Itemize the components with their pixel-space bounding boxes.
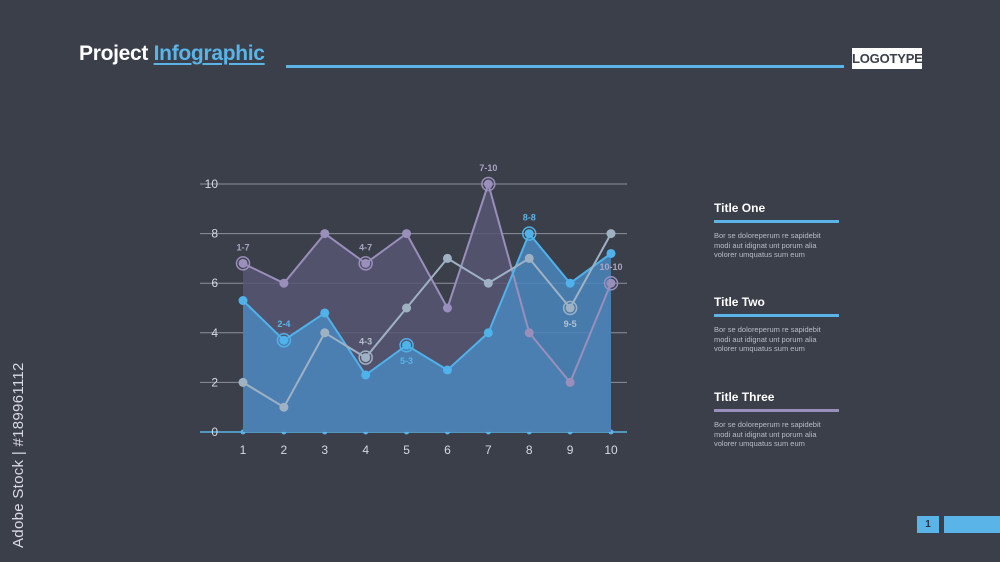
highlight-ring xyxy=(603,275,619,291)
legend-rule xyxy=(714,220,839,223)
x-tick-label: 9 xyxy=(567,443,574,457)
highlight-ring xyxy=(521,226,537,241)
title-main: Project xyxy=(79,42,149,65)
page-number: 1 xyxy=(917,516,939,533)
y-tick-label: 4 xyxy=(211,326,218,340)
data-label: 10-10 xyxy=(599,262,622,272)
data-point xyxy=(238,258,248,268)
data-point xyxy=(483,179,493,189)
series-area xyxy=(243,233,611,432)
chart-series-lines xyxy=(242,183,612,409)
highlight-ring xyxy=(235,256,251,271)
data-point xyxy=(565,278,575,288)
data-point xyxy=(361,258,371,268)
highlight-ring xyxy=(481,176,496,192)
data-point xyxy=(524,229,534,239)
chart-points xyxy=(235,176,619,412)
data-point xyxy=(606,229,616,239)
x-tick-label: 3 xyxy=(321,443,328,457)
data-point xyxy=(238,296,248,306)
data-point xyxy=(606,278,616,288)
data-label: 1-7 xyxy=(236,242,249,252)
data-point xyxy=(361,353,371,363)
legend-text: Bor se doloreperum re sapidebit modi aut… xyxy=(714,231,821,259)
data-point xyxy=(483,328,493,338)
x-tick-label: 4 xyxy=(362,443,369,457)
highlight-ring xyxy=(358,256,373,271)
x-tick-label: 8 xyxy=(526,443,533,457)
y-tick-label: 10 xyxy=(205,177,219,191)
series-line xyxy=(242,183,612,384)
x-tick-label: 2 xyxy=(281,443,288,457)
page-title: Project Infographic xyxy=(79,42,265,66)
data-point xyxy=(279,278,289,288)
legend-rule xyxy=(714,314,839,317)
data-label: 2-4 xyxy=(277,319,290,329)
data-point xyxy=(565,303,575,313)
highlight-ring xyxy=(358,350,373,365)
highlight-ring xyxy=(562,300,578,316)
data-point xyxy=(402,303,412,313)
y-tick-label: 0 xyxy=(211,425,218,439)
legend-title: Title Three xyxy=(714,390,775,404)
highlight-ring xyxy=(276,332,292,348)
data-point xyxy=(361,370,371,380)
data-point xyxy=(238,377,248,387)
data-point xyxy=(442,303,452,313)
data-point xyxy=(402,340,412,350)
data-point xyxy=(320,308,330,318)
legend-text: Bor se doloreperum re sapidebit modi aut… xyxy=(714,325,821,353)
data-point xyxy=(279,335,289,345)
legend-item-three: Title Three Bor se doloreperum re sapide… xyxy=(714,390,844,449)
data-label: 5-3 xyxy=(400,356,413,366)
data-point xyxy=(606,248,616,258)
stock-watermark: Adobe Stock | #189961112 xyxy=(10,362,27,548)
series-line xyxy=(242,233,612,409)
data-point xyxy=(524,253,534,263)
series-line xyxy=(242,232,612,376)
data-point xyxy=(402,229,412,239)
y-tick-label: 8 xyxy=(211,227,218,241)
data-label: 4-7 xyxy=(359,242,372,252)
data-point xyxy=(279,402,289,412)
legend-rule xyxy=(714,409,839,412)
data-point xyxy=(483,278,493,288)
data-point xyxy=(320,328,330,338)
data-point xyxy=(320,229,330,239)
page-bar xyxy=(944,516,1000,533)
data-label: 9-5 xyxy=(564,319,577,329)
data-point xyxy=(442,365,452,375)
highlight-ring xyxy=(399,337,414,353)
logotype: LOGOTYPE xyxy=(852,48,923,69)
data-point xyxy=(565,377,575,387)
chart-annotations: 1-7 2-4 4-3 4-7 5-3 7-10 8-8 9-5 10-10 xyxy=(236,163,622,366)
x-tick-label: 7 xyxy=(485,443,492,457)
chart-area-fills xyxy=(243,184,611,432)
data-label: 8-8 xyxy=(523,213,536,223)
data-point xyxy=(442,253,452,263)
legend-item-two: Title Two Bor se doloreperum re sapidebi… xyxy=(714,295,844,354)
legend-item-one: Title One Bor se doloreperum re sapidebi… xyxy=(714,201,844,260)
legend-title: Title Two xyxy=(714,295,765,309)
x-tick-label: 10 xyxy=(604,443,618,457)
y-tick-label: 2 xyxy=(211,375,218,389)
legend-title: Title One xyxy=(714,201,766,215)
y-tick-label: 6 xyxy=(211,276,218,290)
title-accent: Infographic xyxy=(153,42,265,65)
header-divider xyxy=(286,65,844,68)
data-label: 7-10 xyxy=(479,163,497,173)
x-tick-label: 6 xyxy=(444,443,451,457)
x-tick-label: 1 xyxy=(240,443,247,457)
x-tick-label: 5 xyxy=(403,443,410,457)
data-label: 4-3 xyxy=(359,337,372,347)
data-point xyxy=(524,328,534,338)
legend-text: Bor se doloreperum re sapidebit modi aut… xyxy=(714,420,821,448)
